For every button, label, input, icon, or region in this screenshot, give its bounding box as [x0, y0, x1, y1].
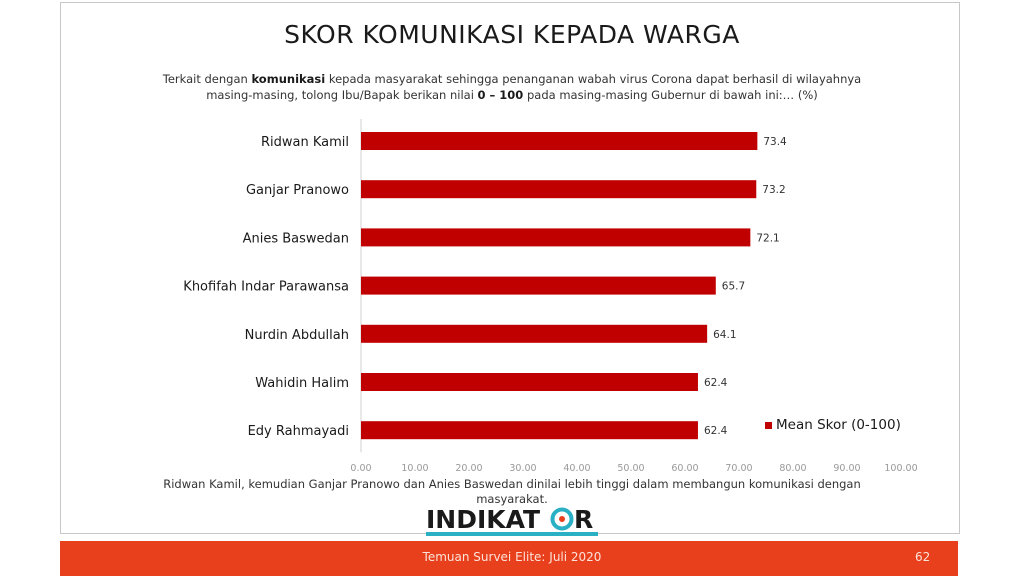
svg-text:INDIKAT: INDIKAT [426, 505, 540, 534]
category-label: Ridwan Kamil [261, 135, 349, 150]
indikator-logo: INDIKAT R [424, 503, 600, 536]
footer-bar: Temuan Survei Elite: Juli 2020 62 [0, 541, 1024, 576]
x-tick-label: 60.00 [671, 463, 698, 474]
category-label: Ganjar Pranowo [246, 183, 349, 198]
page-number: 62 [915, 550, 931, 564]
bar [361, 180, 757, 199]
x-tick-label: 10.00 [401, 463, 428, 474]
legend-label: Mean Skor (0-100) [776, 417, 901, 433]
x-tick-label: 40.00 [563, 463, 590, 474]
x-tick-label: 80.00 [779, 463, 806, 474]
x-tick-label: 90.00 [833, 463, 860, 474]
value-label: 64.1 [713, 329, 736, 341]
value-label: 62.4 [704, 377, 728, 389]
conclusion-text: Ridwan Kamil, kemudian Ganjar Pranowo da… [163, 477, 861, 506]
slide-title: SKOR KOMUNIKASI KEPADA WARGA [284, 20, 740, 49]
category-label: Khofifah Indar Parawansa [183, 280, 349, 295]
bar [361, 132, 758, 150]
bar [361, 373, 698, 391]
survey-question: Terkait dengan komunikasi kepada masyara… [150, 71, 874, 103]
question-text-3: pada masing-masing Gubernur di bawah ini… [523, 88, 818, 102]
category-label: Edy Rahmayadi [248, 424, 349, 439]
x-tick-label: 30.00 [509, 463, 536, 474]
category-label: Wahidin Halim [255, 376, 349, 391]
question-text-2: kepada masyarakat sehingga penanganan wa… [206, 72, 862, 102]
x-tick-label: 100.00 [884, 463, 917, 474]
legend-swatch [765, 422, 772, 429]
bar [361, 421, 698, 440]
x-tick-label: 70.00 [725, 463, 752, 474]
svg-text:R: R [574, 505, 593, 534]
question-bold-2: 0 – 100 [477, 88, 524, 102]
question-bold-1: komunikasi [251, 72, 326, 86]
value-label: 73.4 [763, 136, 787, 148]
value-label: 72.1 [756, 232, 779, 244]
value-label: 62.4 [704, 425, 728, 437]
slide-frame [60, 2, 960, 534]
footer-background [60, 541, 958, 576]
bar [361, 276, 716, 295]
logo-graphic: INDIKAT R [426, 505, 598, 536]
value-label: 73.2 [762, 184, 785, 196]
x-tick-label: 20.00 [455, 463, 482, 474]
x-tick-label: 50.00 [617, 463, 644, 474]
question-text-1: Terkait dengan [162, 72, 252, 86]
footer-text: Temuan Survei Elite: Juli 2020 [422, 550, 602, 564]
x-tick-label: 0.00 [350, 463, 371, 474]
category-label: Nurdin Abdullah [245, 328, 349, 343]
value-label: 65.7 [722, 281, 745, 293]
bar [361, 324, 708, 343]
bar [361, 228, 751, 247]
category-label: Anies Baswedan [243, 231, 349, 246]
